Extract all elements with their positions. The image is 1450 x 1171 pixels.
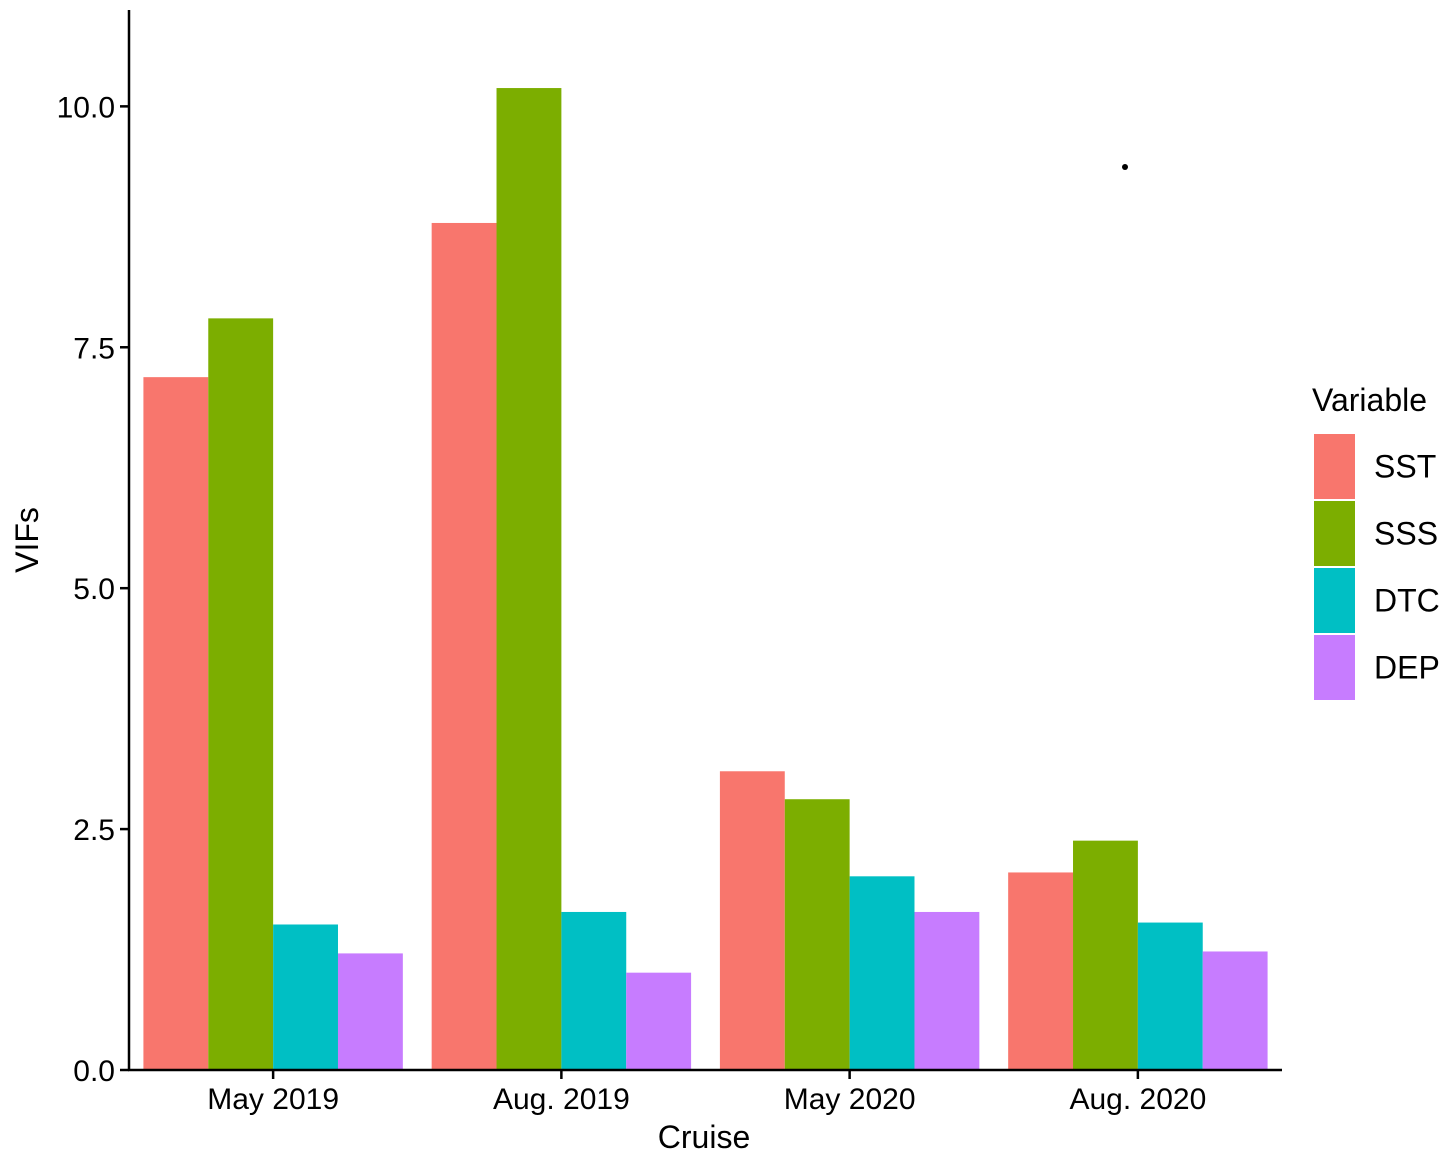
x-tick-label: May 2019: [207, 1083, 339, 1116]
y-tick-label: 7.5: [73, 332, 115, 365]
x-tick-label: Aug. 2019: [493, 1083, 630, 1116]
y-tick-label: 5.0: [73, 573, 115, 606]
legend-key-sst: [1314, 434, 1355, 499]
y-tick-label: 2.5: [73, 814, 115, 847]
bar-dep-3: [914, 911, 980, 1070]
legend-label-dep: DEP: [1374, 650, 1440, 686]
bar-sss-2: [496, 88, 562, 1071]
legend-key-dtc: [1314, 568, 1355, 633]
legend: Variable SST SSS DTC DEP: [1312, 382, 1440, 700]
bar-dtc-2: [561, 911, 627, 1070]
bars-layer: [143, 88, 1268, 1071]
x-axis-title: Cruise: [658, 1119, 750, 1155]
y-tick-label: 0.0: [73, 1055, 115, 1088]
legend-key-sss: [1314, 501, 1355, 566]
bar-sst-3: [719, 771, 785, 1070]
x-axis-ticks: May 2019 Aug. 2019 May 2020 Aug. 2020: [207, 1070, 1206, 1116]
legend-label-sst: SST: [1374, 449, 1436, 485]
bar-sst-2: [431, 222, 497, 1070]
legend-label-dtc: DTC: [1374, 583, 1440, 619]
bar-dtc-4: [1137, 922, 1203, 1070]
legend-label-sss: SSS: [1374, 516, 1438, 552]
bar-sss-3: [784, 799, 850, 1070]
stray-dot-mark: [1122, 164, 1128, 170]
bar-dtc-1: [273, 924, 338, 1070]
bar-sst-1: [143, 377, 209, 1070]
legend-title: Variable: [1312, 382, 1427, 418]
x-tick-label: Aug. 2020: [1069, 1083, 1206, 1116]
y-tick-label: 10.0: [57, 91, 115, 124]
bar-dep-1: [337, 953, 403, 1070]
bar-dtc-3: [849, 876, 915, 1070]
bar-sst-4: [1008, 872, 1074, 1070]
bar-dep-2: [626, 972, 692, 1070]
bar-sss-4: [1073, 840, 1138, 1070]
bar-sss-1: [208, 318, 274, 1070]
bar-dep-4: [1202, 951, 1268, 1070]
y-axis-ticks: 0.0 2.5 5.0 7.5 10.0: [57, 91, 129, 1088]
legend-key-dep: [1314, 635, 1355, 700]
x-tick-label: May 2020: [784, 1083, 916, 1116]
legend-items: SST SSS DTC DEP: [1314, 434, 1440, 700]
y-axis-title: VIFs: [9, 507, 45, 573]
